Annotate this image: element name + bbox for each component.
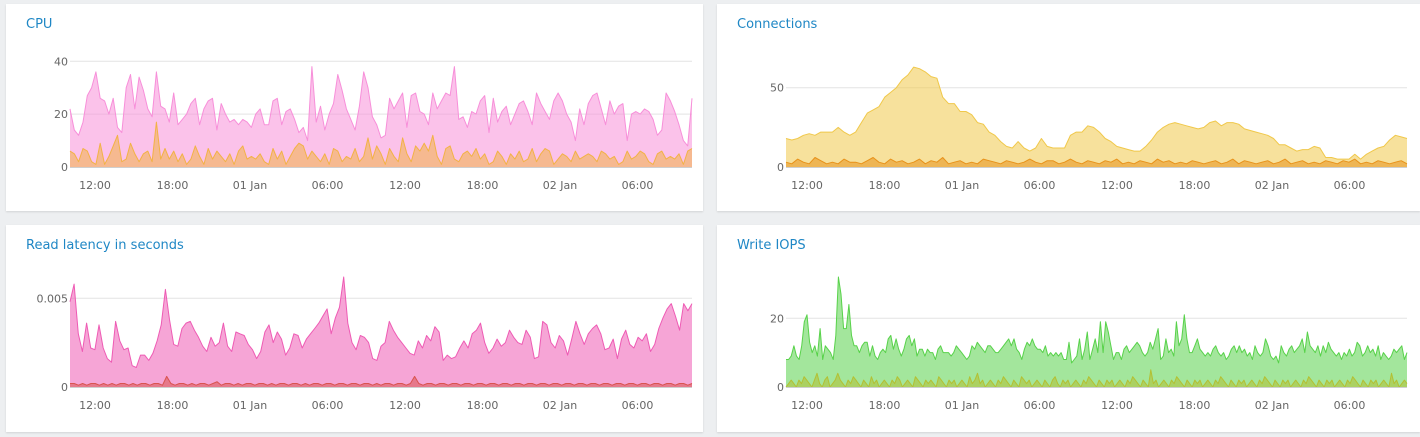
series-area-1 [70,122,692,167]
x-tick-label: 12:00 [79,399,111,412]
x-tick-label: 12:00 [1101,179,1133,192]
y-tick-label: 40 [54,55,68,68]
panel-title-write-iops[interactable]: Write IOPS [737,238,806,253]
x-tick-label: 06:00 [1334,179,1366,192]
read-latency-chart: 0 0.005 12:00 18:00 01 Jan 06:00 12:00 18:00 02 … [37,276,693,412]
x-tick-label: 01 Jan [945,399,979,412]
connections-panel: Connections 0 50 12:00 18:00 01 Jan 06:00 12:0… [717,4,1420,211]
x-tick-label: 18:00 [467,179,499,192]
x-tick-label: 01 Jan [233,399,267,412]
series-area-0 [786,67,1407,167]
x-tick-label: 02 Jan [543,399,577,412]
cpu-panel: CPU 0 20 40 12:00 18:00 01 Jan 06:00 12:00 18:00… [6,4,703,211]
write-iops-chart: 0 20 12:00 18:00 01 Jan 06:00 12:00 18:00 02 Jan… [770,276,1408,412]
x-tick-label: 12:00 [791,399,823,412]
connections-chart: 0 50 12:00 18:00 01 Jan 06:00 12:00 18:00 02 Jan… [770,66,1408,192]
x-tick-label: 18:00 [1179,179,1211,192]
y-tick-label: 0 [61,161,68,174]
x-tick-label: 02 Jan [543,179,577,192]
series-area-0 [70,66,692,167]
series-line-0 [69,66,693,147]
x-tick-label: 06:00 [622,399,654,412]
y-tick-label: 0.005 [37,292,69,305]
x-tick-label: 01 Jan [945,179,979,192]
panel-title-cpu[interactable]: CPU [26,17,53,32]
panel-title-connections[interactable]: Connections [737,17,818,32]
x-tick-label: 06:00 [1024,179,1056,192]
x-tick-label: 12:00 [1101,399,1133,412]
x-tick-label: 18:00 [157,179,189,192]
x-tick-label: 06:00 [1334,399,1366,412]
series-line-0 [785,66,1408,160]
x-tick-label: 06:00 [1024,399,1056,412]
x-tick-label: 06:00 [312,179,344,192]
x-tick-label: 12:00 [791,179,823,192]
x-tick-label: 18:00 [467,399,499,412]
series-area-0 [786,277,1407,387]
series-line-0 [69,276,693,368]
series-line-1 [70,375,693,386]
x-tick-label: 01 Jan [233,179,267,192]
y-tick-label: 0 [61,381,68,394]
series-area-1 [786,369,1407,387]
cpu-chart: 0 20 40 12:00 18:00 01 Jan 06:00 12:00 18:00 02 J… [54,55,693,192]
x-tick-label: 12:00 [389,179,421,192]
x-tick-label: 18:00 [157,399,189,412]
series-line-0 [786,276,1408,364]
x-tick-label: 18:00 [869,399,901,412]
series-area-1 [786,157,1407,167]
x-tick-label: 06:00 [622,179,654,192]
x-tick-label: 02 Jan [1255,399,1289,412]
series-line-1 [69,121,693,165]
read-latency-panel: Read latency in seconds 0 0.005 12:00 18:00… [6,225,703,432]
write-iops-panel: Write IOPS 0 20 12:00 18:00 01 Jan 06:00 12:00… [717,225,1420,432]
x-tick-label: 18:00 [869,179,901,192]
y-tick-label: 0 [777,381,784,394]
series-area-0 [70,277,692,387]
x-tick-label: 18:00 [1179,399,1211,412]
x-tick-label: 12:00 [389,399,421,412]
series-area-1 [70,376,692,387]
y-tick-label: 20 [54,108,68,121]
y-tick-label: 20 [770,312,784,325]
x-tick-label: 02 Jan [1255,179,1289,192]
y-tick-label: 50 [770,82,784,95]
series-line-1 [785,157,1408,165]
x-tick-label: 12:00 [79,179,111,192]
panel-title-read-latency[interactable]: Read latency in seconds [26,238,184,253]
x-tick-label: 06:00 [312,399,344,412]
y-tick-label: 0 [777,161,784,174]
